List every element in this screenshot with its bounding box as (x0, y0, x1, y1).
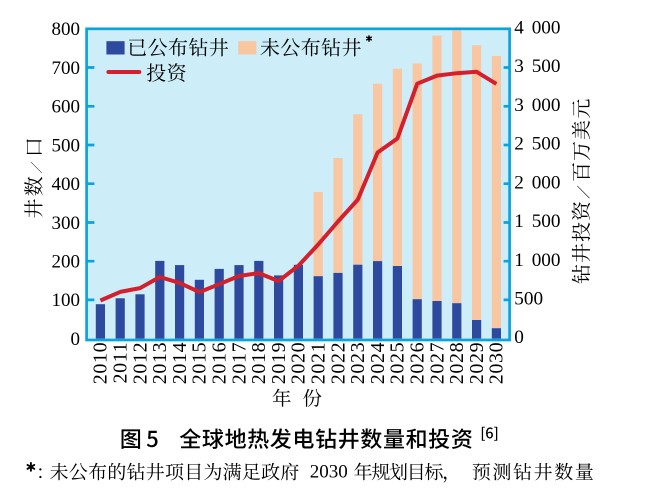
svg-text:1 000: 1 000 (514, 250, 560, 271)
svg-text:500: 500 (52, 135, 81, 156)
svg-text:2021: 2021 (308, 342, 330, 384)
svg-text:2015: 2015 (189, 342, 211, 384)
svg-text:2020: 2020 (288, 342, 310, 384)
svg-text:500: 500 (514, 289, 543, 310)
svg-text:0: 0 (514, 327, 524, 348)
svg-text:4 000: 4 000 (514, 17, 560, 38)
svg-text:2019: 2019 (268, 342, 290, 384)
svg-text:800: 800 (52, 19, 81, 40)
svg-text:3 500: 3 500 (514, 56, 560, 77)
svg-text:400: 400 (52, 174, 81, 195)
svg-text:2024: 2024 (367, 342, 389, 384)
svg-text:2014: 2014 (169, 342, 191, 384)
svg-text:2023: 2023 (347, 342, 369, 384)
svg-text:2010: 2010 (90, 342, 112, 384)
svg-text:2013: 2013 (149, 342, 171, 384)
svg-text:700: 700 (52, 58, 81, 79)
svg-text:2017: 2017 (228, 342, 250, 384)
svg-text:200: 200 (52, 252, 81, 273)
svg-text:300: 300 (52, 213, 81, 234)
svg-text:2030: 2030 (310, 461, 348, 482)
svg-text:2029: 2029 (466, 342, 488, 384)
svg-text:0: 0 (71, 329, 81, 350)
svg-text:2016: 2016 (209, 342, 231, 384)
svg-text:2028: 2028 (446, 342, 468, 384)
svg-text:2030: 2030 (486, 342, 508, 384)
svg-text:100: 100 (52, 290, 81, 311)
svg-text:3 000: 3 000 (514, 95, 560, 116)
svg-text:2022: 2022 (327, 342, 349, 384)
svg-text:2 000: 2 000 (514, 172, 560, 193)
svg-text:2011: 2011 (110, 342, 132, 384)
svg-text:1 500: 1 500 (514, 211, 560, 232)
svg-text:2012: 2012 (129, 342, 151, 384)
svg-text:2 500: 2 500 (514, 134, 560, 155)
svg-text:2025: 2025 (387, 342, 409, 384)
svg-text:2018: 2018 (248, 342, 270, 384)
svg-text:2027: 2027 (426, 342, 448, 384)
svg-text:600: 600 (52, 97, 81, 118)
svg-text:2026: 2026 (407, 342, 429, 384)
